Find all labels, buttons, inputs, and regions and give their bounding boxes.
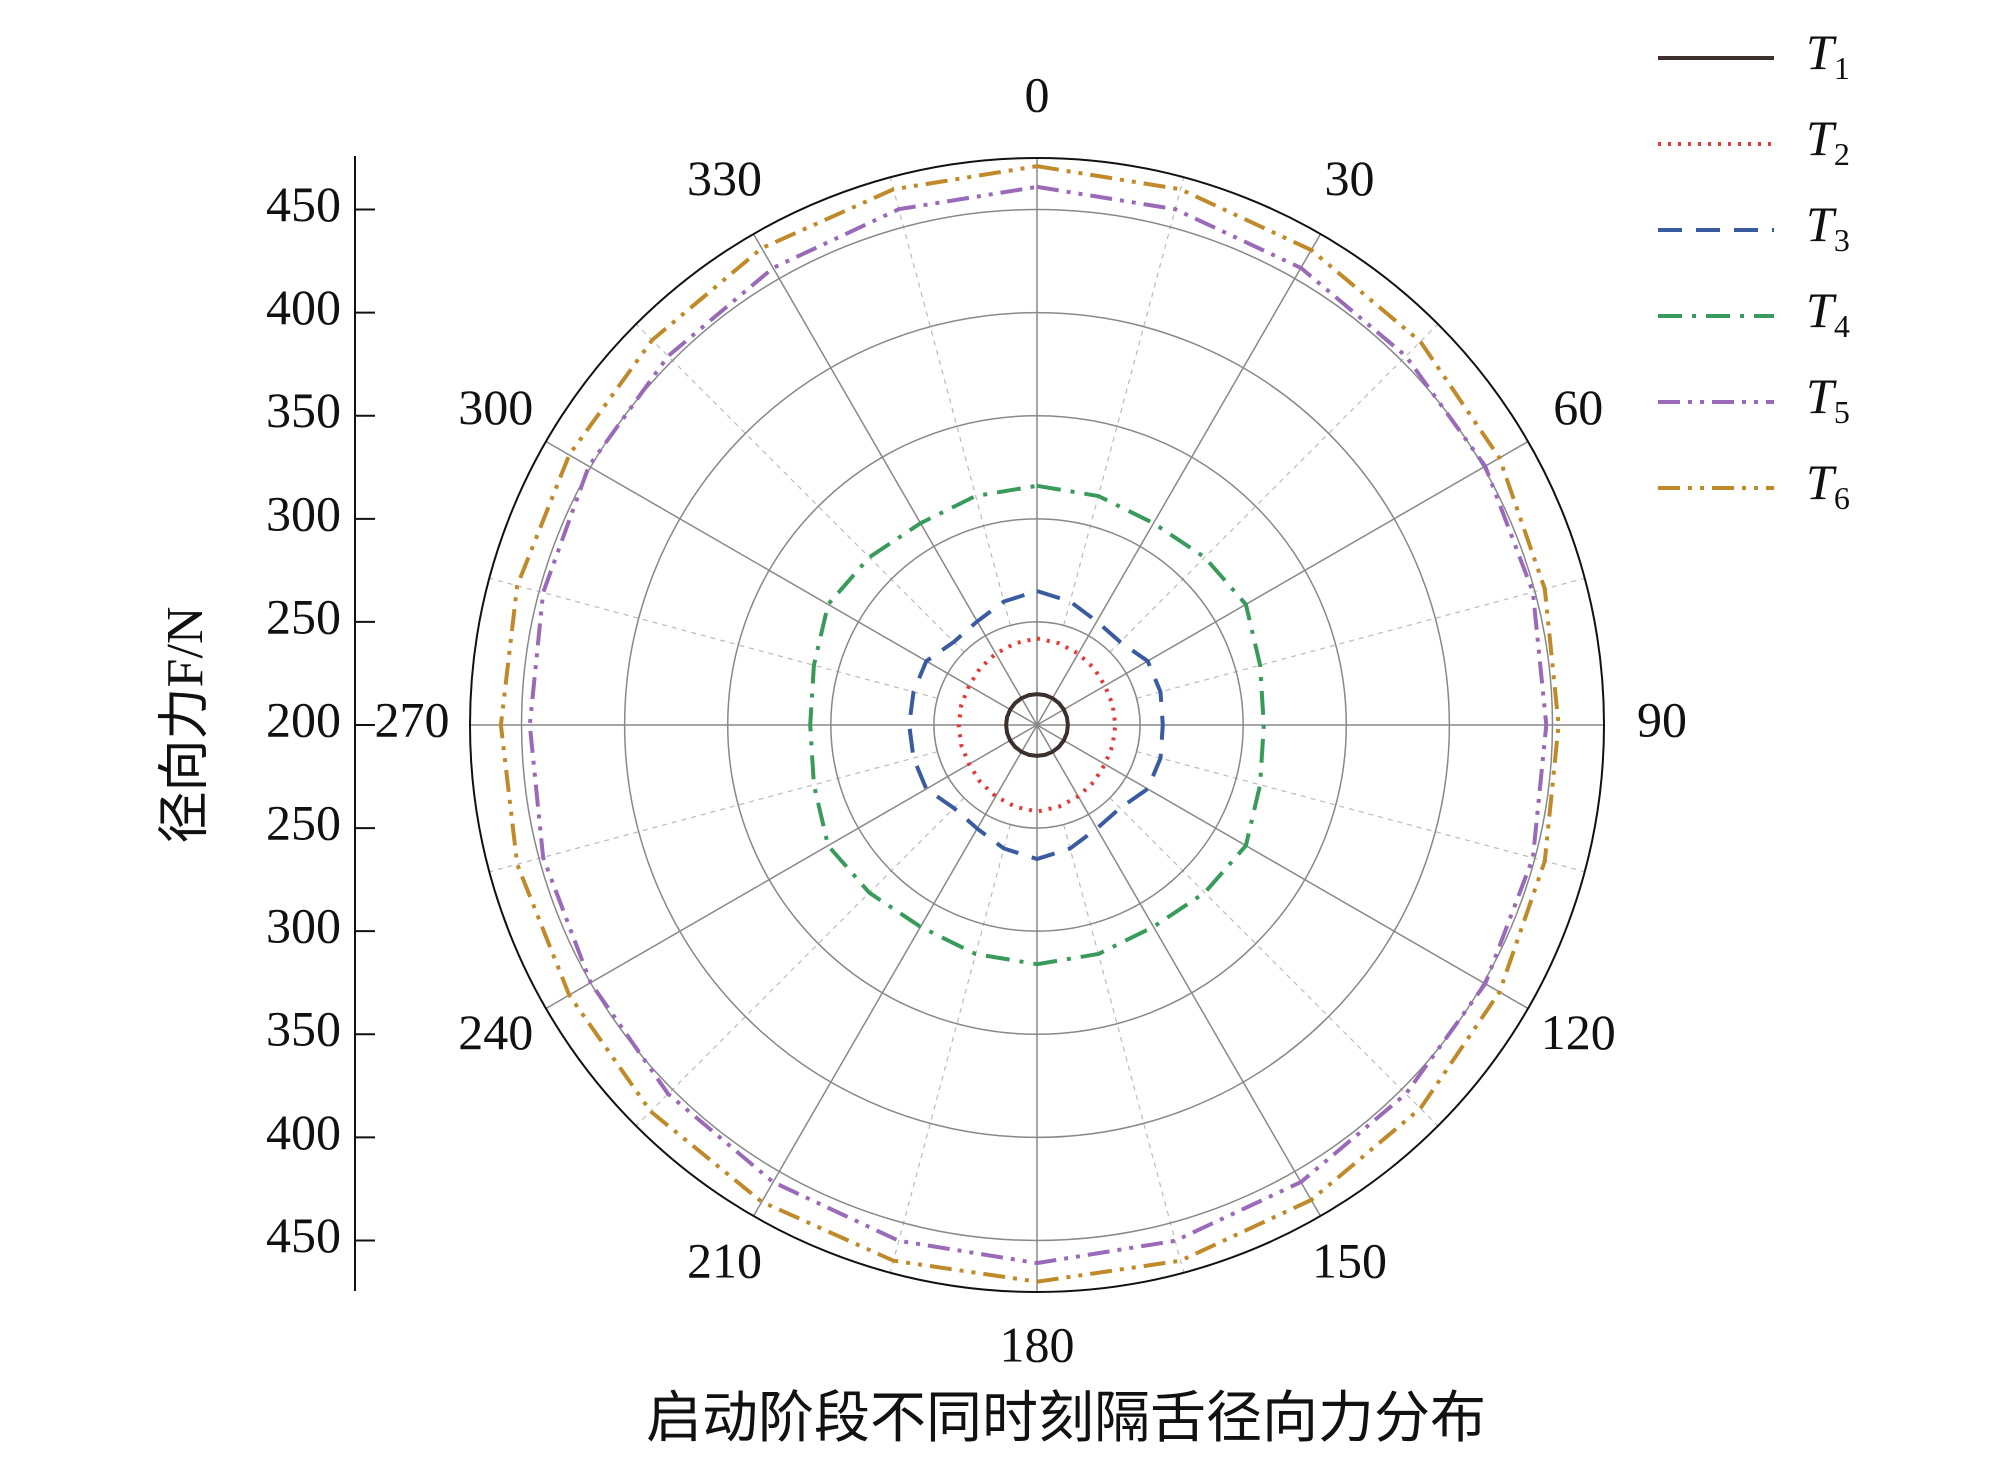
- minor-angular-grid-line: [1109, 797, 1439, 1127]
- r-tick-label: 300: [266, 898, 341, 954]
- minor-angular-grid-line: [889, 177, 1011, 626]
- radial-grid-circle: [933, 621, 1141, 829]
- angular-grid-line: [1036, 724, 1529, 1010]
- series-line: [808, 483, 1266, 967]
- r-tick-label: 450: [266, 176, 341, 232]
- angular-grid-line: [752, 724, 1038, 1217]
- angle-tick-label: 60: [1553, 379, 1603, 435]
- angle-tick-label: 210: [687, 1233, 762, 1289]
- minor-angular-grid-line: [635, 323, 965, 653]
- r-tick-label: 350: [266, 1001, 341, 1057]
- angle-tick-label: 330: [687, 150, 762, 206]
- radial-grid-circle: [726, 414, 1348, 1036]
- angular-grid-line: [1036, 440, 1529, 726]
- minor-angular-grid-line: [1063, 177, 1185, 626]
- series-line: [498, 164, 1561, 1284]
- angular-grid-line: [1036, 233, 1322, 726]
- outer-circle: [469, 157, 1605, 1293]
- series-line: [527, 184, 1549, 1266]
- series-line: [1004, 692, 1070, 758]
- r-tick-label: 450: [266, 1207, 341, 1263]
- r-axis-label: 径向力F/N: [157, 607, 214, 844]
- minor-angular-grid-line: [1136, 577, 1585, 699]
- legend-label: T1: [1806, 24, 1850, 86]
- angle-tick-label: 240: [458, 1004, 533, 1060]
- minor-angular-grid-line: [1136, 751, 1585, 873]
- r-tick-label: 300: [266, 485, 341, 541]
- r-tick-label: 200: [266, 691, 341, 747]
- angle-tick-label: 120: [1541, 1004, 1616, 1060]
- r-tick-label: 400: [266, 279, 341, 335]
- minor-angular-grid-line: [635, 797, 965, 1127]
- angular-grid-line: [752, 233, 1038, 726]
- radial-grid-circle: [520, 208, 1554, 1242]
- radial-grid-circle: [830, 518, 1244, 932]
- legend-label: T4: [1806, 282, 1850, 344]
- chart-title: 启动阶段不同时刻隔舌径向力分布: [646, 1388, 1486, 1450]
- legend-label: T2: [1806, 110, 1850, 172]
- series-line: [907, 588, 1165, 862]
- angle-tick-label: 90: [1637, 691, 1687, 747]
- minor-angular-grid-line: [1109, 323, 1439, 653]
- legend-label: T5: [1806, 368, 1850, 430]
- angle-tick-label: 0: [1025, 66, 1050, 122]
- angle-tick-label: 270: [375, 691, 450, 747]
- angle-tick-label: 300: [458, 379, 533, 435]
- r-tick-label: 350: [266, 382, 341, 438]
- angular-grid-line: [545, 440, 1038, 726]
- r-tick-label: 400: [266, 1104, 341, 1160]
- angular-grid-line: [545, 724, 1038, 1010]
- legend-label: T3: [1806, 196, 1850, 258]
- r-tick-label: 250: [266, 588, 341, 644]
- minor-angular-grid-line: [489, 577, 938, 699]
- angle-tick-label: 150: [1312, 1233, 1387, 1289]
- minor-angular-grid-line: [1063, 824, 1185, 1273]
- angle-tick-label: 180: [1000, 1316, 1075, 1372]
- legend-label: T6: [1806, 454, 1850, 516]
- radial-grid-circle: [623, 311, 1451, 1139]
- angular-grid-line: [1036, 724, 1322, 1217]
- minor-angular-grid-line: [489, 751, 938, 873]
- angle-tick-label: 30: [1325, 150, 1375, 206]
- minor-angular-grid-line: [889, 824, 1011, 1273]
- r-tick-label: 250: [266, 795, 341, 851]
